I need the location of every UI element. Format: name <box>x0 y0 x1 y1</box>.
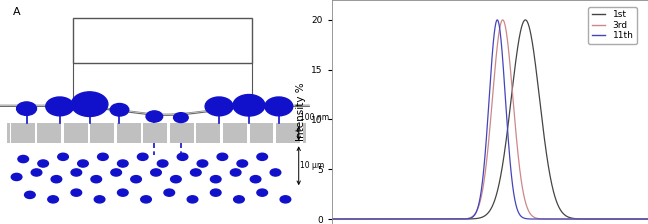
3rd <box>383 218 391 220</box>
Circle shape <box>265 97 293 116</box>
Circle shape <box>117 160 128 167</box>
Text: A: A <box>13 7 21 17</box>
11th <box>463 218 470 220</box>
Circle shape <box>91 176 102 183</box>
Bar <box>73 18 252 63</box>
Circle shape <box>111 169 121 176</box>
Bar <box>303 123 306 143</box>
1st <box>644 218 648 220</box>
Line: 11th: 11th <box>332 20 648 219</box>
Circle shape <box>280 196 291 203</box>
3rd <box>364 218 372 220</box>
Circle shape <box>164 189 174 196</box>
Circle shape <box>250 176 261 183</box>
Circle shape <box>197 160 208 167</box>
Circle shape <box>187 196 198 203</box>
Circle shape <box>146 111 163 122</box>
Bar <box>117 123 141 143</box>
Circle shape <box>94 196 105 203</box>
Circle shape <box>257 153 268 160</box>
Bar <box>10 123 34 143</box>
Bar <box>90 123 114 143</box>
Circle shape <box>38 160 49 167</box>
11th <box>364 218 372 220</box>
Circle shape <box>131 176 141 183</box>
Line: 3rd: 3rd <box>332 20 648 219</box>
Text: 100 nm: 100 nm <box>301 113 329 122</box>
Circle shape <box>71 169 82 176</box>
Bar <box>37 123 61 143</box>
Circle shape <box>257 189 268 196</box>
1st <box>364 218 372 220</box>
1st <box>638 218 646 220</box>
11th <box>644 218 648 220</box>
Bar <box>223 123 247 143</box>
Circle shape <box>233 95 265 116</box>
Circle shape <box>170 176 181 183</box>
Circle shape <box>137 153 148 160</box>
Circle shape <box>217 153 227 160</box>
Circle shape <box>48 196 58 203</box>
Circle shape <box>71 189 82 196</box>
Bar <box>249 123 273 143</box>
Circle shape <box>25 191 35 198</box>
Circle shape <box>211 189 221 196</box>
3rd <box>604 218 612 220</box>
Circle shape <box>205 97 233 116</box>
Circle shape <box>31 169 42 176</box>
11th <box>493 19 501 21</box>
Line: 1st: 1st <box>332 20 648 219</box>
Circle shape <box>234 196 244 203</box>
11th <box>638 218 646 220</box>
Circle shape <box>141 196 152 203</box>
11th <box>383 218 391 220</box>
3rd <box>644 218 648 220</box>
3rd <box>499 19 507 21</box>
Circle shape <box>71 92 108 116</box>
11th <box>449 218 457 220</box>
3rd <box>328 218 336 220</box>
Bar <box>64 123 87 143</box>
Bar <box>143 123 167 143</box>
Circle shape <box>117 189 128 196</box>
3rd <box>463 217 470 220</box>
Bar <box>170 123 194 143</box>
Circle shape <box>46 97 74 116</box>
3rd <box>449 218 457 220</box>
Circle shape <box>178 153 188 160</box>
Circle shape <box>58 153 69 160</box>
1st <box>383 218 391 220</box>
Bar <box>276 123 300 143</box>
Circle shape <box>11 173 22 181</box>
Circle shape <box>211 176 221 183</box>
Circle shape <box>151 169 161 176</box>
Circle shape <box>174 113 188 123</box>
11th <box>328 218 336 220</box>
Circle shape <box>110 103 129 116</box>
Circle shape <box>51 176 62 183</box>
Circle shape <box>98 153 108 160</box>
3rd <box>638 218 646 220</box>
1st <box>463 218 470 220</box>
Text: 10 μm: 10 μm <box>301 161 325 170</box>
1st <box>449 218 457 220</box>
Circle shape <box>191 169 201 176</box>
Circle shape <box>270 169 281 176</box>
Bar <box>196 123 220 143</box>
Circle shape <box>78 160 88 167</box>
Circle shape <box>230 169 241 176</box>
1st <box>522 19 529 21</box>
Legend: 1st, 3rd, 11th: 1st, 3rd, 11th <box>588 7 637 44</box>
Circle shape <box>237 160 248 167</box>
Y-axis label: Intensity %: Intensity % <box>296 83 306 141</box>
Bar <box>6 123 10 143</box>
Circle shape <box>18 155 29 163</box>
1st <box>328 218 336 220</box>
1st <box>604 218 612 220</box>
Circle shape <box>157 160 168 167</box>
11th <box>604 218 612 220</box>
Circle shape <box>17 102 36 115</box>
